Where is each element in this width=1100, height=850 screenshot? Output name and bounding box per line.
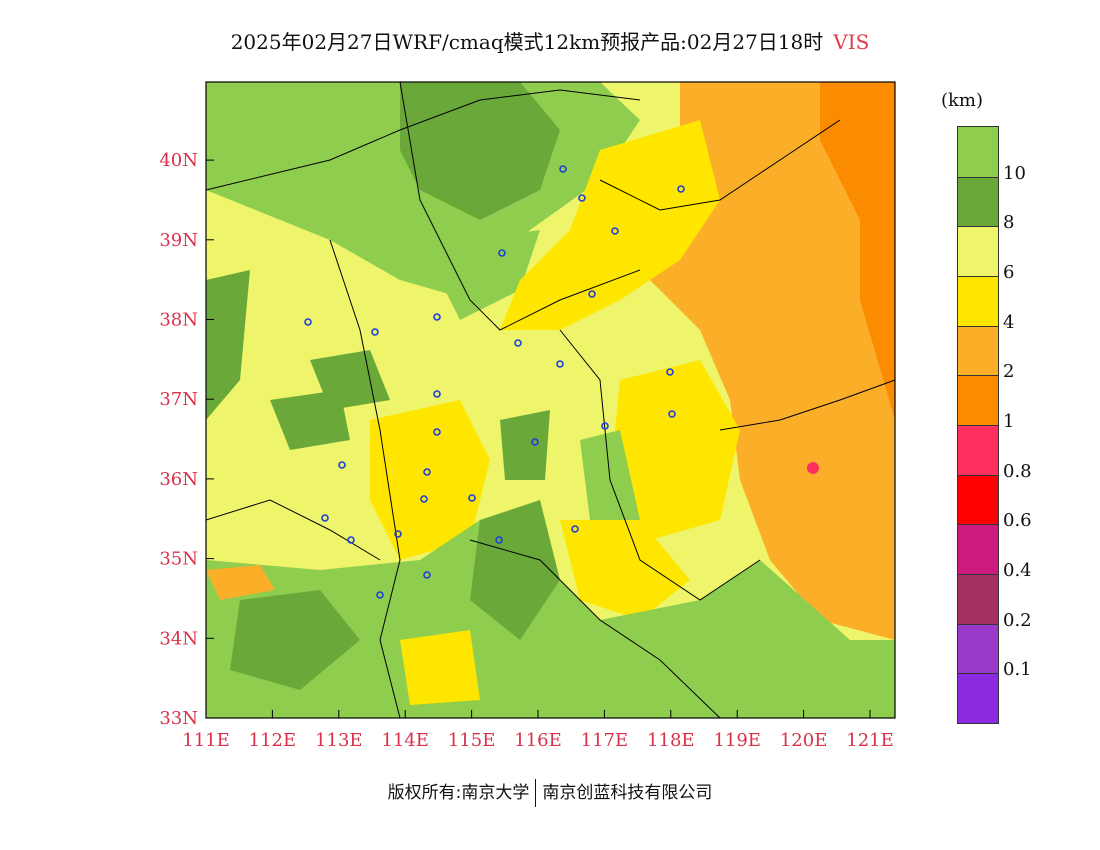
lon-label: 115E	[448, 730, 496, 751]
latitude-axis: 33N 34N 35N 36N 37N 38N 39N 40N	[159, 150, 214, 729]
legend-swatch	[958, 474, 998, 525]
region-yellow-henan	[370, 400, 490, 560]
copyright-left: 版权所有:南京大学	[387, 783, 530, 803]
legend-label: 10	[1003, 162, 1026, 184]
map-fill-layer	[206, 82, 895, 718]
lon-label: 111E	[182, 730, 230, 751]
legend-label: 8	[1003, 212, 1015, 234]
legend-swatch	[958, 226, 998, 276]
region-central-patch	[310, 350, 390, 410]
lat-label: 37N	[159, 389, 198, 410]
legend-swatch	[958, 276, 998, 326]
region-center-darkgreen	[500, 410, 550, 480]
legend-swatch	[958, 574, 998, 624]
copyright-right: 南京创蓝科技有限公司	[542, 783, 713, 803]
region-yellow-band	[500, 120, 720, 330]
color-legend	[957, 126, 999, 724]
legend-swatch	[958, 176, 998, 227]
legend-label: 1	[1003, 411, 1015, 432]
legend-swatch	[958, 127, 998, 177]
footer-separator	[535, 779, 537, 807]
lon-label: 119E	[713, 730, 761, 751]
lon-label: 121E	[846, 730, 894, 751]
region-south-darkgreen-2	[470, 500, 560, 640]
region-bohai-darkorange	[820, 82, 895, 420]
region-yellowsea-orange	[760, 420, 895, 640]
longitude-axis: 111E 112E 113E 114E 115E 116E 117E 118E 119E 120E…	[182, 710, 894, 751]
legend-label: 0.2	[1003, 609, 1032, 631]
lat-label: 35N	[159, 549, 198, 570]
lon-label: 120E	[780, 730, 828, 751]
lon-label: 112E	[249, 730, 297, 751]
lon-label: 117E	[581, 730, 629, 751]
lon-label: 114E	[381, 730, 429, 751]
lon-label: 116E	[514, 730, 562, 751]
legend-label: 0.8	[1003, 460, 1032, 482]
copyright-footer: 版权所有:南京大学 南京创蓝科技有限公司	[0, 778, 1100, 807]
map-frame	[205, 81, 896, 719]
region-west-orange-spot	[206, 565, 275, 600]
region-north-darkgreen	[400, 82, 560, 220]
legend-unit: (km)	[941, 90, 984, 111]
legend-label: 6	[1003, 262, 1015, 283]
lon-label: 113E	[315, 730, 363, 751]
title-text: 2025年02月27日WRF/cmaq模式12km预报产品:02月27日18时	[230, 30, 824, 54]
lat-label: 38N	[159, 310, 198, 331]
lat-label: 36N	[159, 469, 198, 490]
legend-label: 0.4	[1003, 560, 1032, 581]
legend-swatch	[958, 425, 998, 475]
region-yellow-shandong	[610, 360, 740, 540]
region-south-green	[206, 520, 895, 718]
legend-label: 0.1	[1003, 659, 1032, 681]
lon-label: 118E	[647, 730, 695, 751]
legend-label: 2	[1003, 361, 1015, 383]
map-title: 2025年02月27日WRF/cmaq模式12km预报产品:02月27日18时 V…	[0, 26, 1100, 55]
borders	[206, 82, 895, 718]
legend-label: 4	[1003, 311, 1015, 333]
region-low-vis-spot	[807, 462, 819, 474]
lat-label: 34N	[159, 628, 198, 649]
region-south-darkgreen-1	[230, 590, 360, 690]
region-west-darkgreen	[206, 270, 250, 420]
variable-label: VIS	[833, 30, 870, 54]
legend-label: 0.6	[1003, 510, 1032, 532]
lat-label: 39N	[159, 230, 198, 251]
region-yellow-south	[560, 520, 690, 620]
legend-swatch	[958, 673, 998, 723]
legend-swatch	[958, 524, 998, 574]
lat-label: 40N	[159, 150, 198, 171]
legend-swatch	[958, 325, 998, 376]
legend-swatch	[958, 623, 998, 674]
lat-label: 33N	[159, 708, 198, 729]
region-taiyuan-green	[440, 230, 540, 320]
legend-swatch	[958, 375, 998, 425]
region-south-yellow	[400, 630, 480, 705]
city-markers	[304, 165, 685, 599]
